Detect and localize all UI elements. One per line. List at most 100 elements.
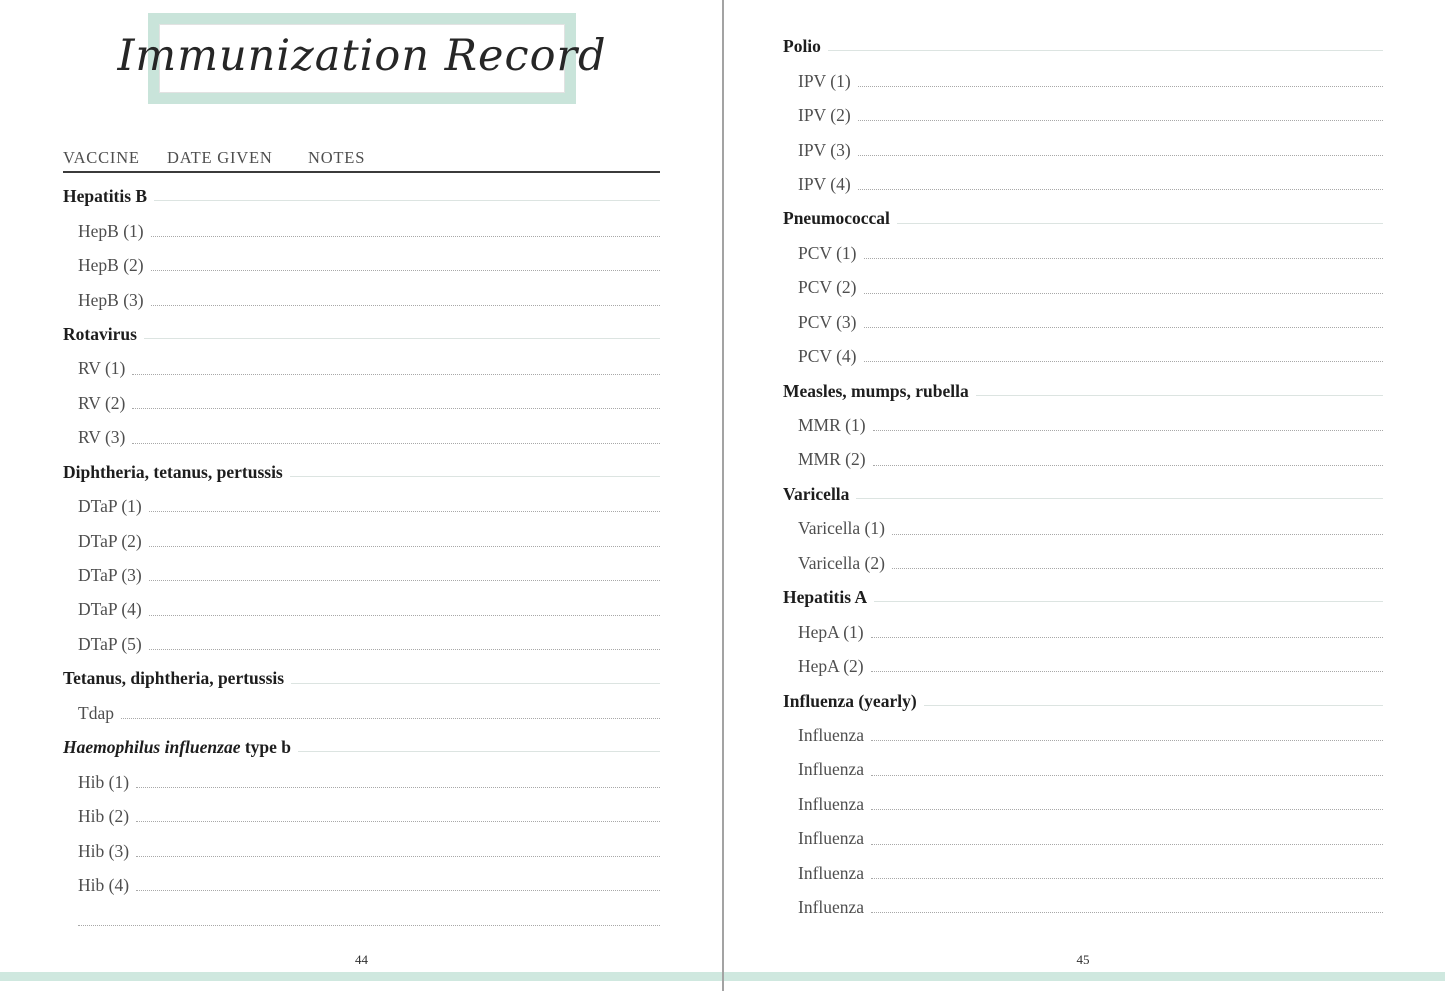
title-box: Immunization Record <box>117 13 606 104</box>
page-divider <box>722 0 724 991</box>
section-title: Hepatitis A <box>783 587 868 608</box>
entry-row: RV (2) <box>63 379 660 413</box>
fill-in-line <box>857 189 1383 191</box>
entry-label: DTaP (5) <box>78 633 142 654</box>
entry-label: DTaP (2) <box>78 530 142 551</box>
fill-in-line <box>136 890 660 892</box>
section-rule-line <box>143 338 660 340</box>
entry-row: Hib (2) <box>63 792 660 826</box>
entry-row: PCV (2) <box>783 263 1383 297</box>
fill-in-line <box>78 924 660 926</box>
entry-label: RV (1) <box>78 358 126 379</box>
column-headers: VACCINE DATE GIVEN NOTES <box>63 146 660 173</box>
entry-label: IPV (4) <box>798 173 851 194</box>
entry-label: IPV (1) <box>798 70 851 91</box>
entry-label: DTaP (1) <box>78 496 142 517</box>
fill-in-line <box>857 85 1383 87</box>
entry-label: Influenza <box>798 724 865 745</box>
entry-row: Varicella (1) <box>783 504 1383 538</box>
section-header-row: Polio <box>783 22 1383 56</box>
fill-in-line <box>132 408 660 410</box>
page-right: Polio IPV (1) IPV (2) IPV (3) IPV (4) Pneumoc… <box>783 0 1383 991</box>
fill-in-line <box>872 430 1383 432</box>
entry-label: RV (3) <box>78 427 126 448</box>
entry-row: Influenza <box>783 711 1383 745</box>
entry-label: HepB (1) <box>78 220 144 241</box>
entry-label: HepB (2) <box>78 255 144 276</box>
entry-label: DTaP (3) <box>78 565 142 585</box>
entry-label: IPV (3) <box>798 139 851 160</box>
section-title: Tetanus, diphtheria, pertussis <box>63 668 285 689</box>
fill-in-line <box>891 568 1383 569</box>
entry-label: Hib (2) <box>78 806 130 827</box>
entry-label: PCV (2) <box>798 277 857 298</box>
fill-in-line <box>871 912 1383 914</box>
entry-label: Influenza <box>798 828 865 849</box>
fill-in-line <box>150 270 660 272</box>
section-rule-line <box>856 498 1383 500</box>
fill-in-line <box>120 718 660 719</box>
entry-row: Hib (4) <box>63 861 660 895</box>
fill-in-line <box>870 671 1383 673</box>
page-title: Immunization Record <box>117 30 607 81</box>
page-number-right: 45 <box>1076 952 1090 967</box>
entry-label: HepA (2) <box>798 656 864 677</box>
fill-in-line <box>863 258 1383 260</box>
entry-row: Tdap <box>63 689 660 723</box>
entry-label: Hib (4) <box>78 874 130 895</box>
section-header-row: Hepatitis B <box>63 172 660 206</box>
entry-row: HepA (2) <box>783 642 1383 676</box>
entry-row: MMR (2) <box>783 435 1383 469</box>
entry-label: Hib (1) <box>78 771 130 792</box>
entry-row: Influenza <box>783 745 1383 779</box>
section-header-row: Pneumococcal <box>783 194 1383 228</box>
section-title: Haemophilus influenzae type b <box>63 737 292 758</box>
entry-row: Varicella (2) <box>783 539 1383 573</box>
fill-in-line <box>148 580 660 582</box>
entry-label: Tdap <box>78 702 114 723</box>
entry-label: IPV (2) <box>798 105 851 126</box>
section-rule-line <box>289 475 660 477</box>
section-rule-line <box>923 704 1383 706</box>
section-rule-line <box>896 222 1383 224</box>
entry-row: IPV (2) <box>783 91 1383 125</box>
entry-label: Influenza <box>798 793 865 814</box>
entry-label: Hib (3) <box>78 840 130 861</box>
entry-row: PCV (1) <box>783 229 1383 263</box>
fill-in-line <box>132 373 660 375</box>
entry-label: Influenza <box>798 862 865 883</box>
fill-in-line <box>148 614 660 616</box>
column-header-vaccine: VACCINE <box>63 148 140 167</box>
entry-label: PCV (4) <box>798 346 857 367</box>
section-header-row: Hepatitis A <box>783 573 1383 607</box>
entry-row: Influenza <box>783 883 1383 917</box>
entry-row: IPV (1) <box>783 56 1383 90</box>
entry-label: Influenza <box>798 897 865 918</box>
section-title: Varicella <box>783 483 850 504</box>
section-rule-line <box>154 200 660 202</box>
entry-row: Influenza <box>783 814 1383 848</box>
entry-label: Varicella (1) <box>798 518 885 539</box>
fill-in-line <box>857 154 1383 156</box>
entry-row: DTaP (4) <box>63 585 660 619</box>
section-rule-line <box>975 394 1383 396</box>
fill-in-line <box>871 740 1383 742</box>
fill-in-line <box>863 292 1383 294</box>
fill-in-line <box>871 809 1383 811</box>
left-page-sections: Hepatitis B HepB (1) HepB (2) HepB (3) Rotav… <box>63 172 660 930</box>
section-header-row: Measles, mumps, rubella <box>783 366 1383 400</box>
entry-row: Influenza <box>783 849 1383 883</box>
fill-in-line <box>871 843 1383 845</box>
right-page-sections: Polio IPV (1) IPV (2) IPV (3) IPV (4) Pneumoc… <box>783 22 1383 917</box>
section-rule-line <box>291 682 660 684</box>
entry-row: PCV (4) <box>783 332 1383 366</box>
entry-row: HepB (1) <box>63 206 660 240</box>
fill-in-line <box>871 774 1383 776</box>
entry-row: DTaP (5) <box>63 620 660 654</box>
entry-label: PCV (3) <box>798 311 857 332</box>
entry-row: DTaP (2) <box>63 516 660 550</box>
entry-row: Influenza <box>783 780 1383 814</box>
entry-row: Hib (1) <box>63 757 660 791</box>
entry-label: HepB (3) <box>78 289 144 310</box>
entry-label: Influenza <box>798 759 865 780</box>
